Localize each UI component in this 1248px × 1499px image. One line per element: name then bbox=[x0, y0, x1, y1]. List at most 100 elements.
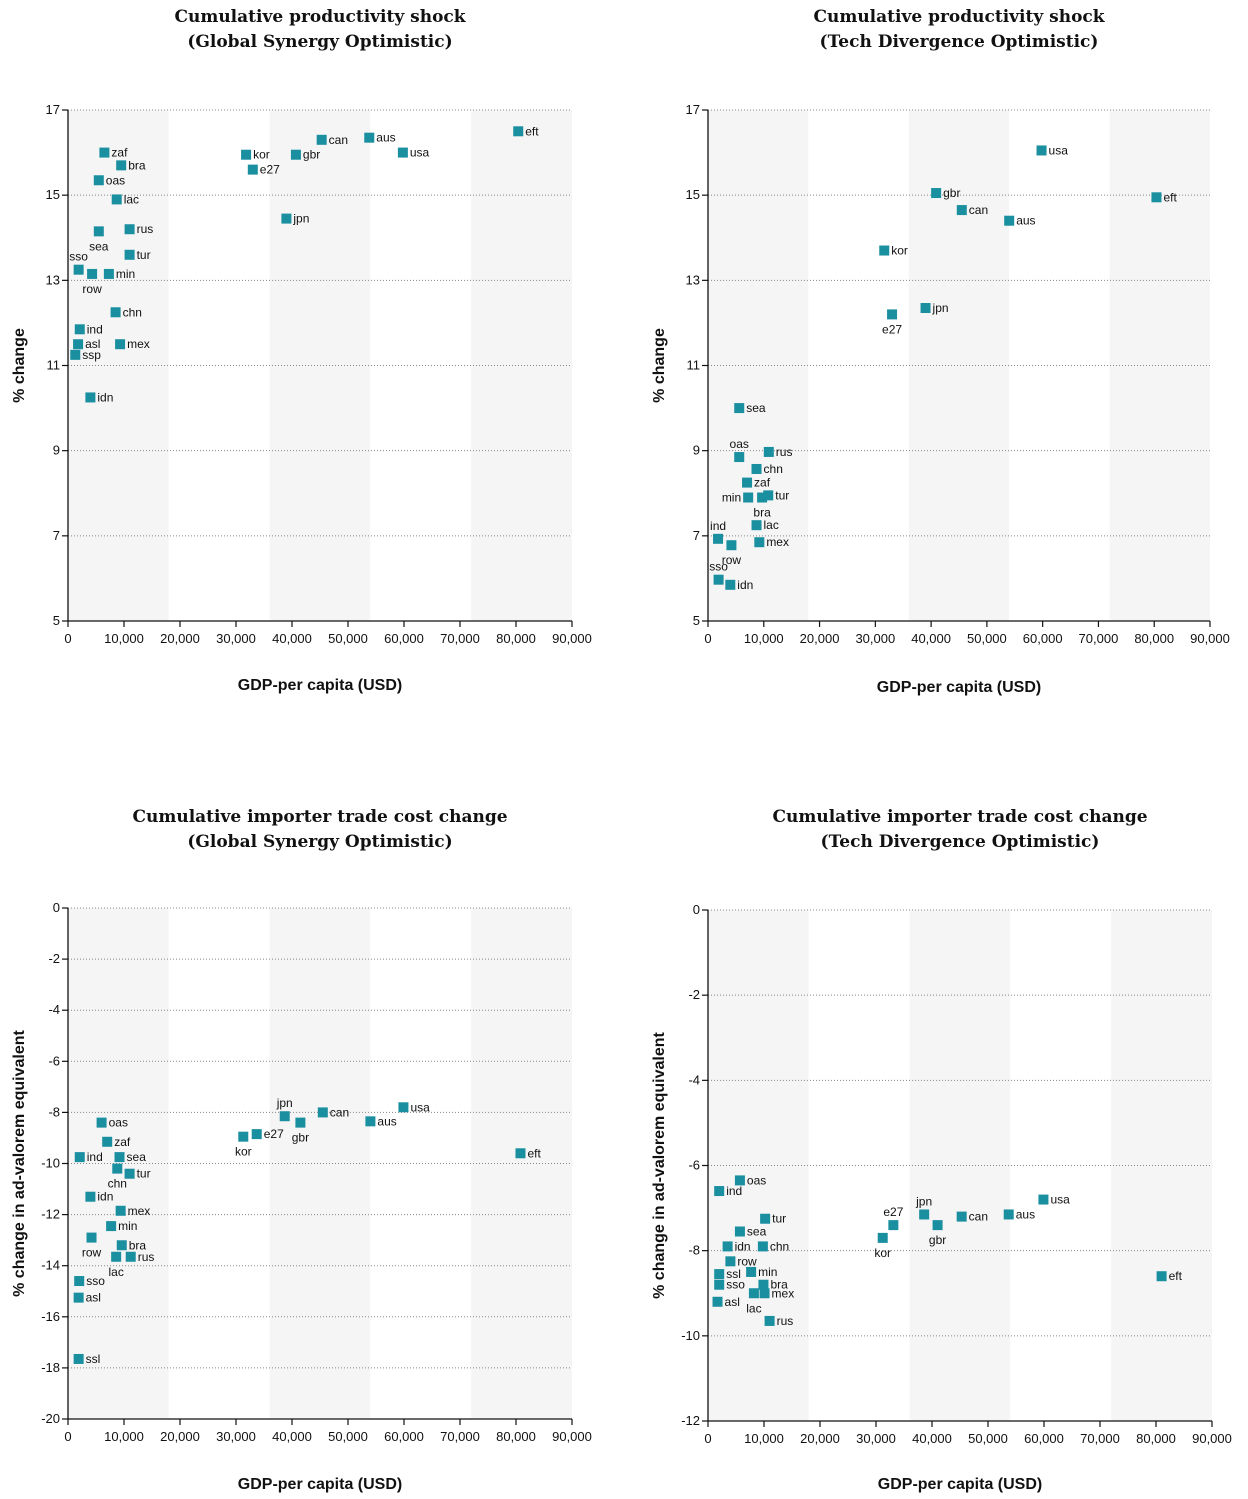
x-tick-label: 10,000 bbox=[744, 631, 784, 646]
data-point-marker bbox=[734, 452, 745, 463]
data-point-label: sso bbox=[69, 250, 88, 264]
data-point-marker bbox=[290, 149, 301, 160]
data-point-marker bbox=[751, 463, 762, 474]
data-point-label: lac bbox=[108, 1265, 123, 1279]
data-point-marker bbox=[754, 537, 765, 548]
data-point-marker bbox=[99, 147, 110, 158]
data-point-marker bbox=[1156, 1271, 1167, 1282]
data-point-label: mex bbox=[127, 337, 150, 351]
data-point-marker bbox=[742, 477, 753, 488]
data-point-label: kor bbox=[891, 244, 908, 258]
data-point-label: oas bbox=[747, 1173, 766, 1187]
data-point-marker bbox=[87, 268, 98, 279]
chart-title: Cumulative importer trade cost change bbox=[132, 807, 507, 827]
data-point-label: asl bbox=[86, 1291, 101, 1305]
y-tick-label: -18 bbox=[41, 1360, 60, 1375]
data-point-marker bbox=[515, 1148, 526, 1159]
data-point-label: idn bbox=[735, 1239, 751, 1253]
x-tick-label: 80,000 bbox=[1134, 631, 1174, 646]
data-point-label: aus bbox=[377, 1114, 396, 1128]
data-point-marker bbox=[714, 1186, 725, 1197]
x-tick-label: 80,000 bbox=[496, 1429, 536, 1444]
y-tick-label: 13 bbox=[686, 272, 700, 287]
x-axis-label: GDP-per capita (USD) bbox=[877, 679, 1041, 696]
y-tick-label: 5 bbox=[693, 613, 700, 628]
data-point-marker bbox=[247, 164, 258, 175]
data-point-marker bbox=[712, 1296, 723, 1307]
data-point-marker bbox=[70, 349, 81, 360]
data-point-marker bbox=[877, 1232, 888, 1243]
x-tick-label: 0 bbox=[64, 631, 71, 646]
y-tick-label: -4 bbox=[688, 1072, 700, 1087]
data-point-marker bbox=[74, 1276, 85, 1287]
data-point-label: jpn bbox=[292, 212, 309, 226]
data-point-marker bbox=[919, 1209, 930, 1220]
y-tick-label: 11 bbox=[47, 358, 61, 373]
data-point-label: ssp bbox=[82, 348, 101, 362]
data-point-label: gbr bbox=[303, 148, 320, 162]
x-tick-label: 10,000 bbox=[744, 1431, 784, 1446]
x-tick-label: 40,000 bbox=[912, 1431, 952, 1446]
x-tick-label: 10,000 bbox=[104, 1429, 144, 1444]
data-point-label: chn bbox=[108, 1177, 127, 1191]
data-point-marker bbox=[124, 249, 135, 260]
data-point-label: idn bbox=[97, 1190, 113, 1204]
y-tick-label: 11 bbox=[687, 358, 701, 373]
y-tick-label: -6 bbox=[48, 1053, 60, 1068]
data-point-marker bbox=[316, 134, 327, 145]
data-point-label: row bbox=[82, 282, 102, 296]
data-point-marker bbox=[1003, 1209, 1014, 1220]
data-point-marker bbox=[920, 303, 931, 314]
data-point-label: ind bbox=[87, 1150, 103, 1164]
data-point-label: lac bbox=[124, 192, 139, 206]
data-point-label: sso bbox=[709, 560, 728, 574]
data-point-marker bbox=[238, 1131, 249, 1142]
chart-productivity-tech-divergence: 5 7 9 11 13 15 17 0 10,000 20,000 30,000 40,000 50,0… bbox=[651, 0, 1248, 720]
data-point-label: aus bbox=[1016, 1207, 1035, 1221]
x-tick-label: 70,000 bbox=[440, 1429, 480, 1444]
x-tick-label: 60,000 bbox=[1023, 631, 1063, 646]
data-point-label: e27 bbox=[264, 1127, 284, 1141]
y-tick-label: 7 bbox=[693, 528, 700, 543]
data-point-label: row bbox=[722, 553, 742, 567]
y-tick-label: 17 bbox=[46, 102, 60, 117]
x-tick-label: 90,000 bbox=[1192, 1431, 1232, 1446]
data-point-label: min bbox=[722, 491, 741, 505]
data-point-marker bbox=[931, 188, 942, 199]
y-tick-label: 9 bbox=[693, 443, 700, 458]
data-point-marker bbox=[748, 1288, 759, 1299]
data-point-label: eft bbox=[525, 124, 539, 138]
data-point-label: tur bbox=[772, 1212, 786, 1226]
data-point-marker bbox=[1038, 1194, 1049, 1205]
y-tick-label: -16 bbox=[41, 1309, 60, 1324]
data-point-marker bbox=[103, 268, 114, 279]
data-point-marker bbox=[1036, 145, 1047, 156]
data-point-label: sea bbox=[747, 1225, 767, 1239]
data-point-label: gbr bbox=[292, 1131, 309, 1145]
data-point-label: ind bbox=[87, 322, 103, 336]
data-point-label: sso bbox=[726, 1278, 745, 1292]
data-point-label: rus bbox=[776, 445, 793, 459]
data-point-label: lac bbox=[746, 1301, 761, 1315]
data-point-marker bbox=[722, 1241, 733, 1252]
x-axis-label: GDP-per capita (USD) bbox=[238, 1476, 402, 1493]
chart-productivity-global-synergy: 5 7 9 11 13 15 17 0 10,000 20,000 30,000 40,000 50,0… bbox=[11, 0, 635, 720]
y-tick-label: 9 bbox=[53, 443, 60, 458]
data-point-marker bbox=[281, 213, 292, 224]
y-tick-label: -2 bbox=[48, 951, 60, 966]
background-band bbox=[908, 110, 1010, 621]
data-point-label: bra bbox=[770, 1278, 788, 1292]
data-point-label: gbr bbox=[929, 1233, 946, 1247]
y-tick-label: -4 bbox=[48, 1002, 60, 1017]
x-tick-label: 70,000 bbox=[1079, 631, 1119, 646]
data-point-marker bbox=[746, 1266, 757, 1277]
data-point-marker bbox=[887, 309, 898, 320]
data-point-marker bbox=[317, 1107, 328, 1118]
data-point-label: min bbox=[118, 1219, 137, 1233]
background-band bbox=[1010, 910, 1112, 1421]
data-point-label: aus bbox=[1016, 214, 1035, 228]
x-tick-label: 40,000 bbox=[911, 631, 951, 646]
chart-title: Cumulative productivity shock bbox=[174, 7, 466, 27]
data-point-label: min bbox=[116, 267, 135, 281]
data-point-marker bbox=[85, 392, 96, 403]
